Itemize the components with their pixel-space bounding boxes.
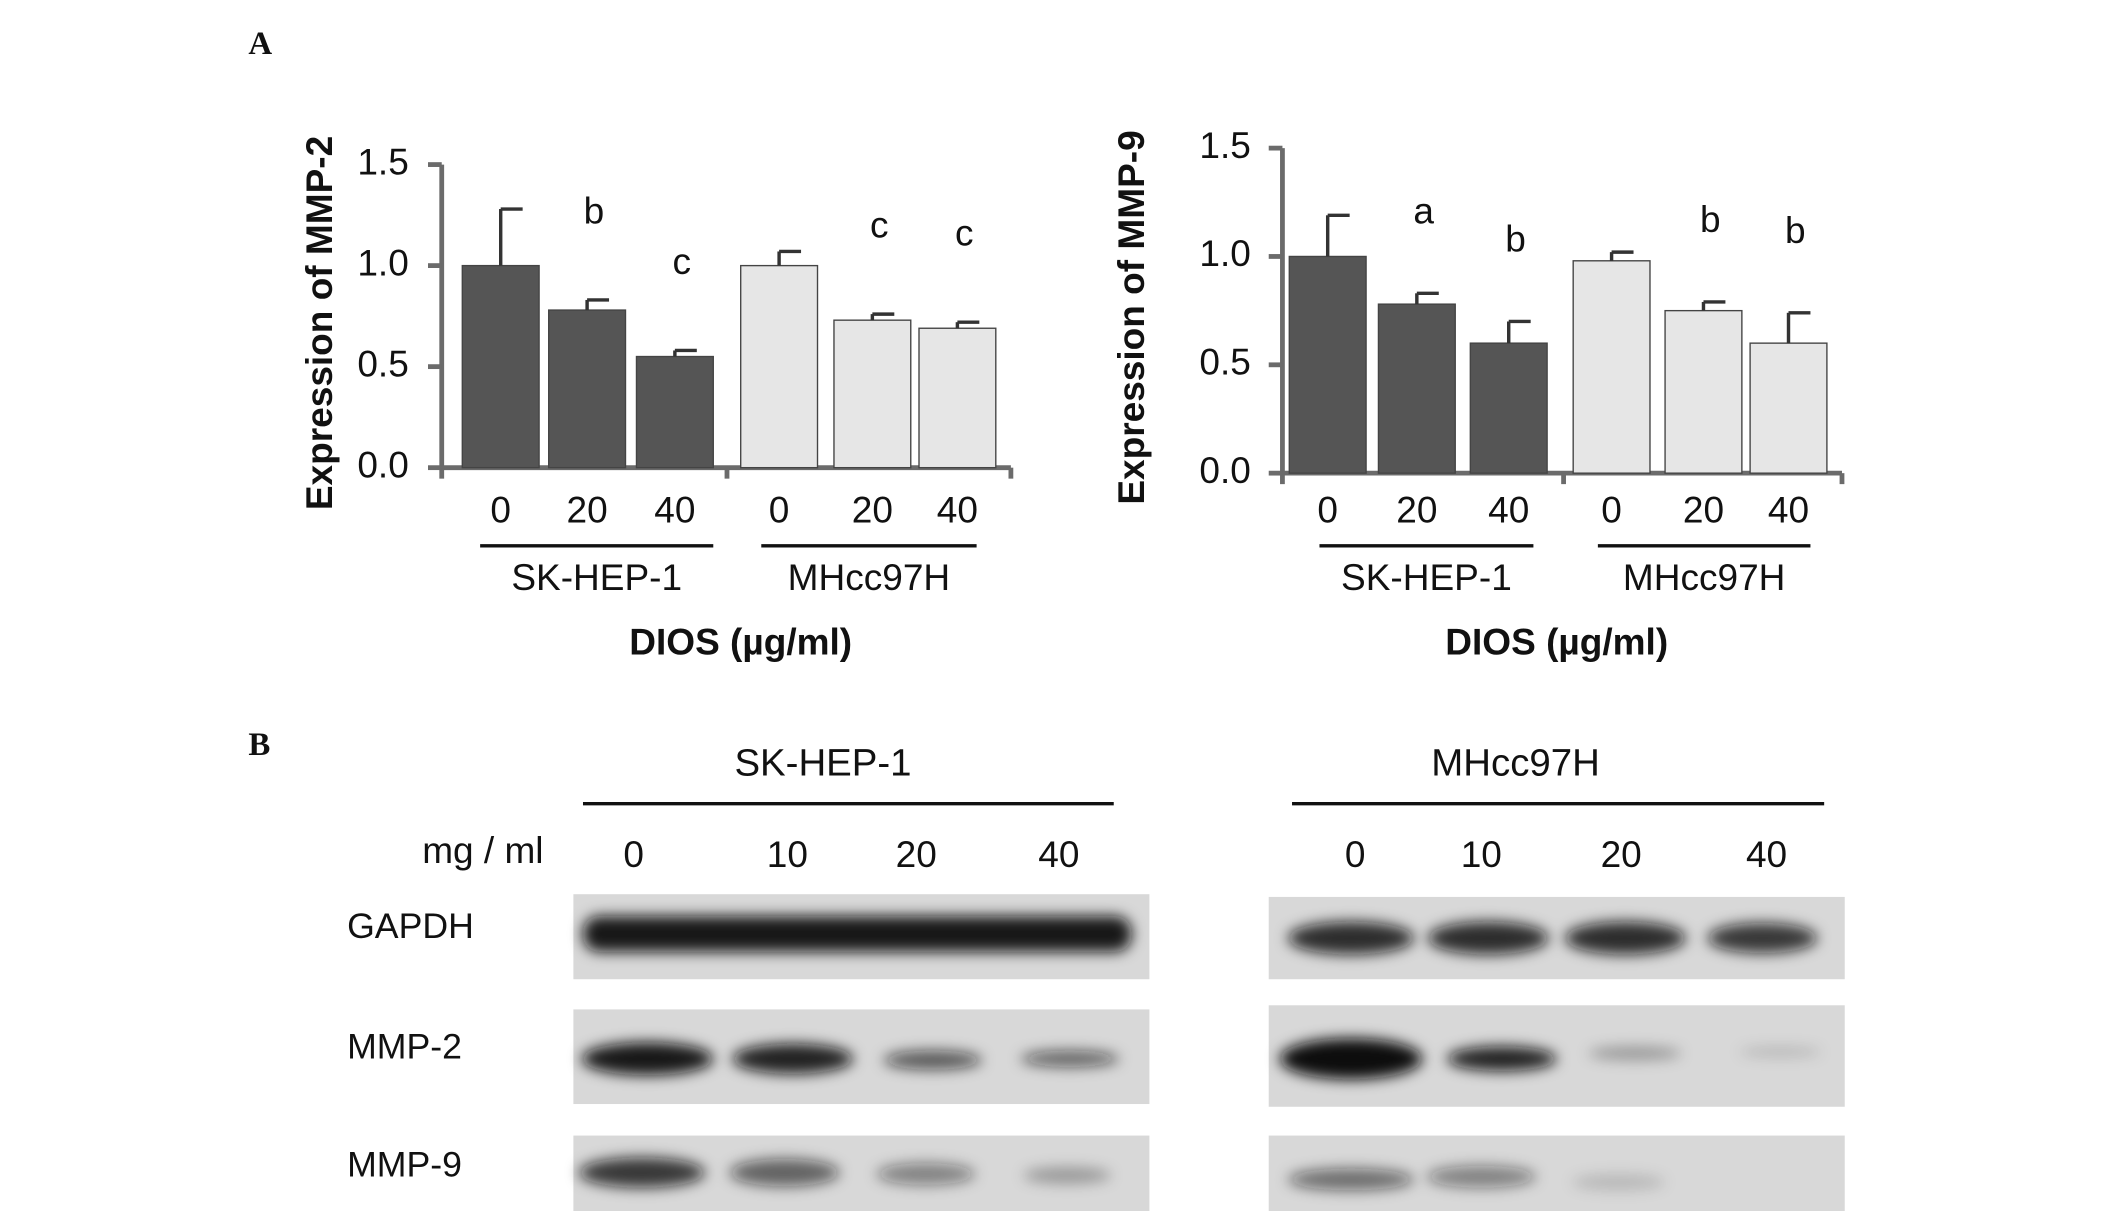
x-tick-label: 40 bbox=[1488, 489, 1529, 531]
band bbox=[1739, 1046, 1822, 1058]
bar bbox=[1469, 342, 1548, 474]
band bbox=[581, 1042, 714, 1076]
significance-letter: b bbox=[1700, 198, 1721, 240]
significance-letter: a bbox=[1413, 190, 1434, 232]
group-label: MHcc97H bbox=[788, 556, 950, 598]
band bbox=[1279, 1038, 1423, 1080]
blot-bands bbox=[578, 916, 1822, 1191]
lane-label: 20 bbox=[1601, 833, 1642, 875]
y-tick-label: 1.0 bbox=[1199, 232, 1250, 274]
x-tick-label: 20 bbox=[567, 489, 608, 531]
band bbox=[582, 916, 1132, 952]
significance-letter: b bbox=[1785, 209, 1806, 251]
blot-panel: SK-HEP-1 MHcc97H mg / ml 0 10 20 40 0 10… bbox=[347, 741, 1845, 1211]
bar bbox=[740, 264, 819, 469]
band bbox=[578, 1157, 706, 1188]
panel-label: A bbox=[248, 26, 272, 62]
lane-label: 0 bbox=[623, 833, 644, 875]
bar bbox=[833, 319, 912, 469]
y-tick-label: 0.5 bbox=[1199, 341, 1250, 383]
bar bbox=[1572, 260, 1651, 474]
lane-label: 40 bbox=[1038, 833, 1079, 875]
band bbox=[1287, 921, 1415, 955]
bar bbox=[461, 264, 540, 469]
protein-label: MMP-2 bbox=[347, 1027, 462, 1067]
panel-label: B bbox=[248, 727, 270, 763]
y-tick-label: 1.0 bbox=[357, 241, 408, 283]
x-axis-label: DIOS (µg/ml) bbox=[1445, 620, 1668, 662]
bar bbox=[1377, 303, 1456, 474]
lane-label: 40 bbox=[1746, 833, 1787, 875]
band bbox=[1023, 1167, 1112, 1184]
band bbox=[1427, 921, 1549, 955]
cell-line-header: SK-HEP-1 bbox=[734, 741, 911, 784]
band bbox=[1426, 1165, 1537, 1188]
bar bbox=[1749, 342, 1828, 474]
x-axis-label: DIOS (µg/ml) bbox=[629, 620, 852, 662]
x-tick-label: 0 bbox=[1317, 489, 1338, 531]
band bbox=[1287, 1168, 1415, 1191]
protein-label: MMP-9 bbox=[347, 1145, 462, 1185]
x-tick-label: 20 bbox=[1683, 489, 1724, 531]
y-tick-label: 0.0 bbox=[357, 443, 408, 485]
band bbox=[1588, 1046, 1682, 1061]
significance-letter: c bbox=[870, 203, 889, 245]
significance-letter: c bbox=[672, 240, 691, 282]
bar bbox=[1664, 309, 1743, 474]
y-axis-label: Expression of MMP-2 bbox=[298, 136, 340, 510]
x-tick-label: 40 bbox=[1768, 489, 1809, 531]
lane-label: 10 bbox=[767, 833, 808, 875]
band bbox=[1447, 1046, 1557, 1072]
bar bbox=[918, 327, 997, 469]
band bbox=[732, 1043, 854, 1074]
x-tick-label: 20 bbox=[1396, 489, 1437, 531]
protein-label: GAPDH bbox=[347, 906, 474, 946]
y-axis-label: Expression of MMP-9 bbox=[1110, 130, 1152, 504]
group-label: SK-HEP-1 bbox=[1341, 556, 1512, 598]
bar bbox=[1288, 255, 1367, 474]
x-tick-label: 40 bbox=[937, 489, 978, 531]
band bbox=[1707, 922, 1818, 954]
band bbox=[1564, 921, 1686, 955]
x-tick-label: 0 bbox=[769, 489, 790, 531]
band bbox=[876, 1162, 976, 1185]
significance-letter: b bbox=[1505, 218, 1526, 260]
lane-label: 0 bbox=[1345, 833, 1366, 875]
group-label: SK-HEP-1 bbox=[511, 556, 682, 598]
x-tick-label: 0 bbox=[490, 489, 511, 531]
group-label: MHcc97H bbox=[1623, 556, 1786, 598]
y-tick-label: 0.0 bbox=[1199, 449, 1250, 491]
band bbox=[729, 1158, 840, 1187]
lane-label: 10 bbox=[1461, 833, 1502, 875]
cell-line-header: MHcc97H bbox=[1431, 741, 1600, 784]
y-tick-label: 0.5 bbox=[357, 342, 408, 384]
y-tick-label: 1.5 bbox=[357, 140, 408, 182]
y-tick-label: 1.5 bbox=[1199, 124, 1250, 166]
band bbox=[1571, 1173, 1666, 1191]
bar bbox=[635, 355, 714, 469]
x-tick-label: 0 bbox=[1601, 489, 1622, 531]
lane-label: 20 bbox=[896, 833, 937, 875]
band bbox=[1020, 1050, 1120, 1067]
bar bbox=[548, 309, 627, 469]
x-tick-label: 40 bbox=[654, 489, 695, 531]
significance-letter: b bbox=[584, 189, 605, 231]
significance-letter: c bbox=[955, 212, 974, 254]
band bbox=[883, 1050, 983, 1070]
x-tick-label: 20 bbox=[852, 489, 893, 531]
dose-label: mg / ml bbox=[422, 829, 543, 871]
